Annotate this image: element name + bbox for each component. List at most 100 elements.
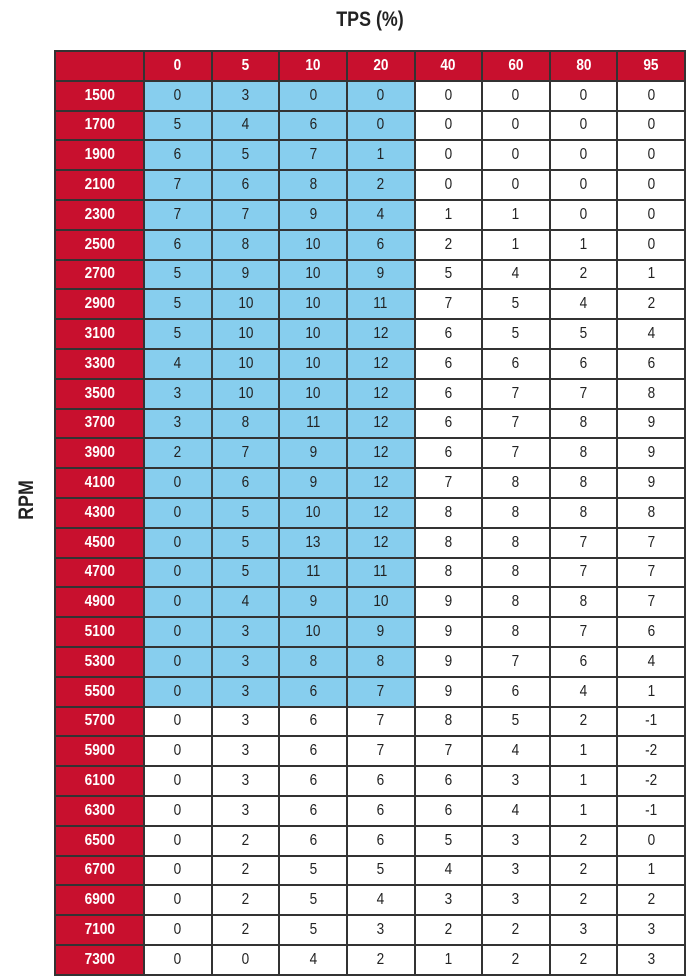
table-cell: 8 bbox=[413, 705, 484, 738]
cell-value: 0 bbox=[579, 205, 588, 223]
cell-value: 10 bbox=[305, 325, 321, 343]
table-row: 5700 0 3 6 7 8 5 2 -1 bbox=[54, 705, 686, 738]
cell-value: 4 bbox=[579, 295, 588, 313]
table-cell: 1 bbox=[548, 735, 619, 768]
cell-value: 9 bbox=[647, 414, 655, 432]
table-cell: 0 bbox=[548, 198, 619, 231]
table-cell: 6 bbox=[616, 616, 686, 648]
table-cell: 6 bbox=[413, 765, 484, 797]
column-header: 20 bbox=[345, 50, 416, 82]
cell-value: 3 bbox=[241, 86, 250, 104]
table-cell: 0 bbox=[143, 645, 213, 678]
table-cell: 8 bbox=[413, 496, 484, 529]
table-cell: 2 bbox=[210, 824, 281, 857]
cell-value: 12 bbox=[373, 444, 389, 462]
table-row: 7100 0 2 5 3 2 2 3 3 bbox=[54, 914, 686, 946]
cell-value: 5 bbox=[241, 563, 250, 581]
table-cell: 5 bbox=[210, 496, 281, 529]
cell-value: 10 bbox=[305, 295, 321, 313]
table-cell: 5 bbox=[210, 526, 281, 559]
cell-value: 7 bbox=[647, 533, 655, 551]
cell-value: 9 bbox=[376, 265, 385, 283]
table-cell: 5 bbox=[548, 318, 619, 350]
cell-value: 8 bbox=[647, 384, 655, 402]
table-cell: 0 bbox=[413, 79, 484, 112]
table-row: 5900 0 3 6 7 7 4 1 -2 bbox=[54, 735, 686, 768]
table-cell: 8 bbox=[548, 496, 619, 529]
cell-value: 9 bbox=[444, 623, 453, 641]
table-cell: 4 bbox=[481, 258, 551, 291]
table-cell: 2 bbox=[548, 884, 619, 917]
cell-value: 2 bbox=[444, 921, 453, 938]
row-header-label: 1700 bbox=[84, 116, 115, 134]
cell-value: 8 bbox=[579, 474, 588, 492]
table-cell: 0 bbox=[481, 139, 551, 172]
cell-value: 5 bbox=[579, 325, 588, 343]
table-row: 2500 6 8 10 6 2 1 1 0 bbox=[54, 228, 686, 261]
table-cell: 7 bbox=[481, 437, 551, 470]
cell-value: 0 bbox=[174, 921, 182, 938]
cell-value: 6 bbox=[444, 354, 453, 372]
table-cell: 8 bbox=[548, 467, 619, 499]
cell-value: 3 bbox=[241, 652, 250, 670]
table-cell: 2 bbox=[548, 705, 619, 738]
table-cell: 3 bbox=[210, 794, 281, 827]
cell-value: 3 bbox=[241, 623, 250, 641]
row-header-label: 5900 bbox=[84, 742, 115, 760]
table-row: 6500 0 2 6 6 5 3 2 0 bbox=[54, 824, 686, 857]
cell-value: 7 bbox=[444, 474, 453, 492]
cell-value: 2 bbox=[241, 861, 250, 879]
table-cell: 3 bbox=[616, 943, 686, 976]
table-cell: 3 bbox=[143, 407, 213, 440]
column-header: 5 bbox=[210, 50, 281, 82]
table-cell: 12 bbox=[345, 318, 416, 350]
table-cell: 6 bbox=[413, 794, 484, 827]
table-cell: 11 bbox=[278, 556, 348, 589]
column-header: 60 bbox=[481, 50, 551, 82]
table-cell: 5 bbox=[278, 914, 348, 946]
cell-value: 6 bbox=[444, 325, 453, 343]
row-header-label: 6900 bbox=[84, 891, 115, 909]
table-cell: -1 bbox=[616, 794, 686, 827]
table-cell: 1 bbox=[413, 198, 484, 231]
table-cell: 0 bbox=[143, 586, 213, 619]
table-cell: 6 bbox=[278, 765, 348, 797]
cell-value: 12 bbox=[373, 503, 389, 521]
cell-value: 4 bbox=[512, 265, 520, 283]
table-cell: 6 bbox=[413, 347, 484, 380]
cell-value: 2 bbox=[444, 235, 453, 253]
table-cell: 7 bbox=[210, 437, 281, 470]
table-cell: 8 bbox=[548, 437, 619, 470]
table-cell: 10 bbox=[278, 228, 348, 261]
table-cell: 7 bbox=[616, 526, 686, 559]
cell-value: 0 bbox=[512, 176, 520, 194]
cell-value: 3 bbox=[241, 772, 250, 790]
header-row: 0 5 10 20 40 60 80 95 bbox=[54, 50, 686, 82]
table-cell: 9 bbox=[413, 586, 484, 619]
cell-value: 0 bbox=[647, 205, 655, 223]
cell-value: 5 bbox=[444, 265, 453, 283]
cell-value: 5 bbox=[512, 295, 520, 313]
cell-value: 5 bbox=[241, 503, 250, 521]
cell-value: 0 bbox=[579, 146, 588, 164]
table-cell: 4 bbox=[481, 794, 551, 827]
cell-value: 8 bbox=[512, 623, 520, 641]
row-header-label: 7300 bbox=[84, 950, 115, 968]
table-row: 1900 6 5 7 1 0 0 0 0 bbox=[54, 139, 686, 172]
table-cell: 9 bbox=[616, 467, 686, 499]
cell-value: 0 bbox=[174, 623, 182, 641]
cell-value: 7 bbox=[512, 652, 520, 670]
cell-value: 3 bbox=[647, 950, 655, 968]
cell-value: 12 bbox=[373, 474, 389, 492]
table-cell: 0 bbox=[413, 109, 484, 142]
table-row: 6700 0 2 5 5 4 3 2 1 bbox=[54, 854, 686, 887]
cell-value: 10 bbox=[305, 265, 321, 283]
table-cell: 7 bbox=[345, 705, 416, 738]
column-header: 10 bbox=[278, 50, 348, 82]
table-cell: 12 bbox=[345, 496, 416, 529]
table-cell: 2 bbox=[481, 914, 551, 946]
cell-value: 10 bbox=[305, 384, 321, 402]
table-row: 4100 0 6 9 12 7 8 8 9 bbox=[54, 467, 686, 499]
row-header: 6100 bbox=[54, 765, 145, 797]
cell-value: 2 bbox=[241, 921, 250, 938]
